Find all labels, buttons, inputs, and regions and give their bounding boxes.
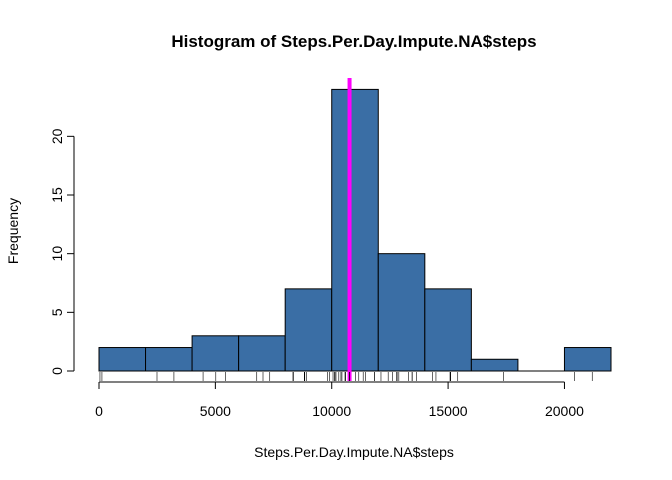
histogram-bar-10 — [563, 347, 612, 372]
histogram-bar-7 — [424, 288, 472, 372]
histogram-bar-1 — [145, 347, 193, 372]
histogram-bar-4 — [284, 288, 333, 372]
x-tick-label-0: 0 — [95, 403, 103, 419]
chart-title: Histogram of Steps.Per.Day.Impute.NA$ste… — [171, 32, 536, 51]
histogram-bar-6 — [377, 253, 426, 372]
bars-group — [98, 88, 612, 372]
y-tick-label-4: 20 — [49, 128, 65, 144]
y-tick-label-0: 0 — [49, 367, 65, 375]
y-axis-label: Frequency — [5, 198, 21, 264]
y-tick-label-1: 5 — [49, 308, 65, 316]
histogram-bar-0 — [98, 347, 147, 372]
rug-group — [99, 372, 593, 381]
histogram-bar-5 — [331, 88, 379, 372]
y-axis: 0 5 10 15 20 — [49, 128, 75, 375]
histogram-bar-8 — [470, 358, 519, 372]
x-axis: 0 5000 10000 15000 20000 — [95, 381, 584, 419]
x-tick-label-1: 5000 — [200, 403, 231, 419]
histogram-bar-3 — [238, 335, 286, 372]
x-tick-label-3: 15000 — [429, 403, 468, 419]
y-tick-label-2: 10 — [49, 246, 65, 262]
x-tick-label-2: 10000 — [312, 403, 351, 419]
y-tick-label-3: 15 — [49, 187, 65, 203]
x-tick-label-4: 20000 — [545, 403, 584, 419]
x-axis-label: Steps.Per.Day.Impute.NA$steps — [254, 444, 454, 460]
histogram-bar-2 — [191, 335, 240, 372]
